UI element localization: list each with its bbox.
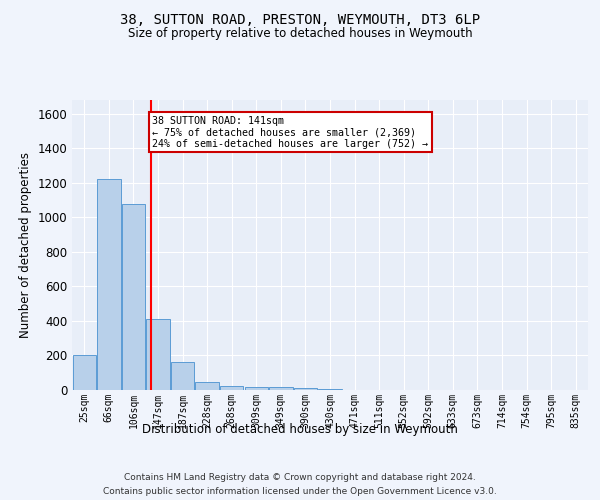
Bar (196, 382, 219, 390)
Bar (97, 180, 121, 390)
Text: Distribution of detached houses by size in Weymouth: Distribution of detached houses by size … (142, 422, 458, 436)
Text: Size of property relative to detached houses in Weymouth: Size of property relative to detached ho… (128, 28, 472, 40)
Y-axis label: Number of detached properties: Number of detached properties (19, 152, 32, 338)
Text: 38, SUTTON ROAD, PRESTON, WEYMOUTH, DT3 6LP: 38, SUTTON ROAD, PRESTON, WEYMOUTH, DT3 … (120, 12, 480, 26)
Bar (122, 204, 145, 390)
Bar (73, 354, 96, 390)
Bar (146, 319, 170, 390)
Bar (294, 388, 317, 390)
Text: Contains HM Land Registry data © Crown copyright and database right 2024.: Contains HM Land Registry data © Crown c… (124, 472, 476, 482)
Text: 38 SUTTON ROAD: 141sqm
← 75% of detached houses are smaller (2,369)
24% of semi-: 38 SUTTON ROAD: 141sqm ← 75% of detached… (152, 116, 428, 148)
Bar (171, 362, 194, 390)
Bar (319, 389, 341, 390)
Text: Contains public sector information licensed under the Open Government Licence v3: Contains public sector information licen… (103, 488, 497, 496)
Bar (269, 388, 293, 390)
Bar (220, 386, 244, 390)
Bar (245, 386, 268, 390)
